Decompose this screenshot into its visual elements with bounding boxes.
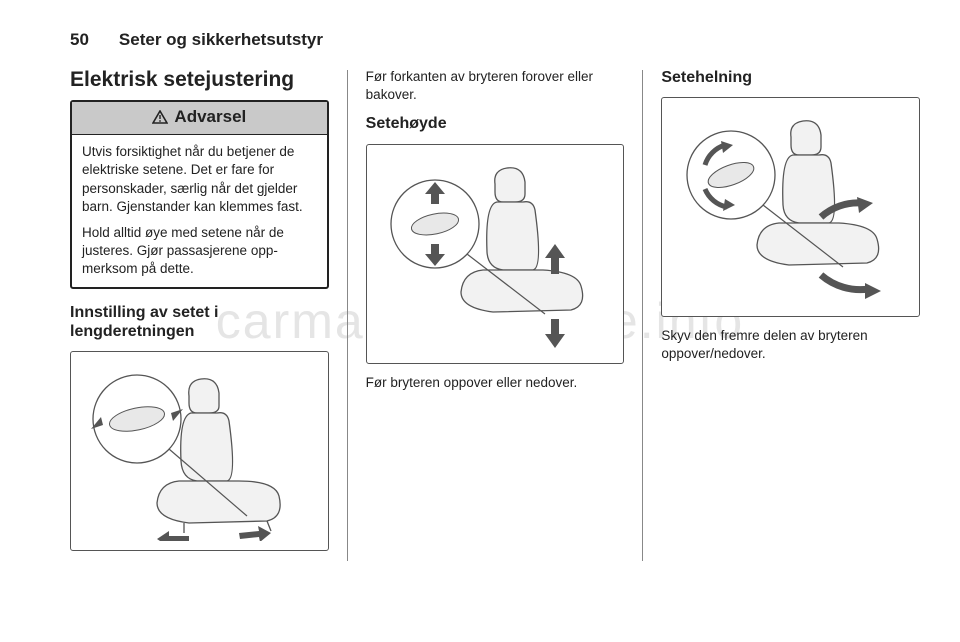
warning-box: Advarsel Utvis forsiktighet når du betje… xyxy=(70,100,329,289)
column-1: Elektrisk setejustering Advarsel xyxy=(70,68,347,561)
caption-oppover-nedover: Før bryteren oppover eller nedover. xyxy=(366,374,625,392)
page-header: 50 Seter og sikkerhetsutstyr xyxy=(70,30,920,50)
seat-height-svg xyxy=(375,154,615,354)
warning-label: Advarsel xyxy=(174,107,246,127)
caption-forkant: Før forkanten av bryteren forover eller … xyxy=(366,68,625,104)
sub-title-setehoyde: Setehøyde xyxy=(366,114,625,133)
column-3: Setehelning xyxy=(643,68,920,561)
warning-body: Utvis forsiktighet når du betjener de el… xyxy=(72,135,327,287)
figure-seat-height xyxy=(366,144,625,364)
warning-header: Advarsel xyxy=(72,102,327,135)
warning-paragraph-2: Hold alltid øye med setene når de juster… xyxy=(82,224,317,279)
caption-fremre-del: Skyv den fremre delen av bryteren oppove… xyxy=(661,327,920,363)
page-number: 50 xyxy=(70,30,89,50)
page-container: 50 Seter og sikkerhetsutstyr Elektrisk s… xyxy=(0,0,960,581)
sub-title-setehelning: Setehelning xyxy=(661,68,920,87)
sub-title-lengderetning: Innstilling av setet i lengderetningen xyxy=(70,303,329,341)
column-2: Før forkanten av bryteren forover eller … xyxy=(348,68,643,561)
seat-longitudinal-svg xyxy=(79,361,319,541)
warning-triangle-icon xyxy=(152,110,168,124)
content-columns: Elektrisk setejustering Advarsel xyxy=(70,68,920,561)
figure-seat-tilt xyxy=(661,97,920,317)
chapter-title: Seter og sikkerhetsutstyr xyxy=(119,30,323,50)
seat-tilt-svg xyxy=(671,107,911,307)
figure-seat-longitudinal xyxy=(70,351,329,551)
section-title-elektrisk: Elektrisk setejustering xyxy=(70,68,329,92)
warning-paragraph-1: Utvis forsiktighet når du betjener de el… xyxy=(82,143,317,216)
